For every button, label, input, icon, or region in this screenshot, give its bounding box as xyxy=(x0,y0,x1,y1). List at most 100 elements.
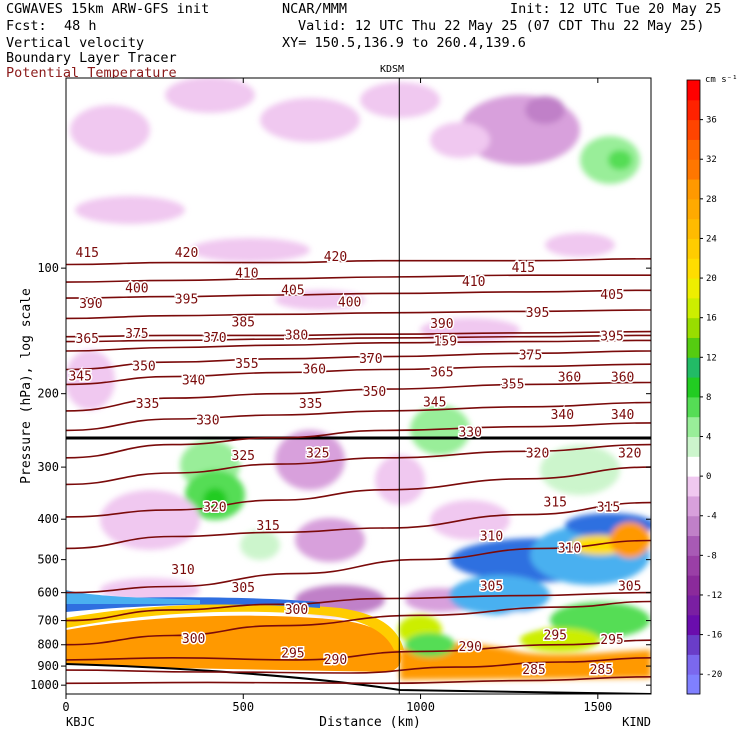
plot-frame xyxy=(65,77,652,695)
colorbar-swatch xyxy=(687,495,700,517)
field-boundary-layer-tracer: Boundary Layer Tracer xyxy=(6,50,177,66)
colorbar-swatch xyxy=(687,337,700,358)
theta-contour-295 xyxy=(66,639,651,661)
contour-label: 395 xyxy=(600,330,623,345)
x-tick-label: 0 xyxy=(62,700,69,714)
colorbar-tick-label: 12 xyxy=(706,353,717,363)
theta-contour-410 xyxy=(66,274,651,283)
colorbar-tick-label: 36 xyxy=(706,116,717,126)
colorbar-tick-label: 28 xyxy=(706,195,717,205)
contour-label: 315 xyxy=(544,496,567,511)
contour-label: 415 xyxy=(512,261,535,276)
contour-label: 335 xyxy=(136,397,159,412)
shaded-field xyxy=(66,78,640,615)
colorbar-swatch xyxy=(687,515,700,537)
y-tick-label: 700 xyxy=(37,614,59,628)
contour-label: 310 xyxy=(171,563,194,578)
colorbar-swatch xyxy=(687,99,700,121)
contour-label: 285 xyxy=(522,663,545,678)
theta-contour-390 xyxy=(66,309,651,320)
contour-label: 365 xyxy=(76,332,99,347)
colorbar: -20 -16 -12 -8 -4 0 4 8 12 16 20 24 28 32 36 xyxy=(686,79,722,695)
theta-contour-290 xyxy=(66,657,651,674)
contour-label: 390 xyxy=(430,317,453,332)
init-time: Init: 12 UTC Tue 20 May 25 xyxy=(510,1,722,17)
colorbar-swatch xyxy=(687,535,700,556)
bl-tracer-yellow xyxy=(66,603,404,650)
contour-label: 350 xyxy=(363,385,386,400)
colorbar-tick-label: 24 xyxy=(706,234,717,244)
valid-time: Valid: 12 UTC Thu 22 May 25 (07 CDT Thu … xyxy=(298,18,705,34)
y-tick-label: 1000 xyxy=(30,678,59,692)
colorbar-swatch xyxy=(687,674,700,695)
contour-label: 395 xyxy=(175,293,198,308)
colorbar-tick-label: -12 xyxy=(706,591,722,601)
contour-label: 310 xyxy=(558,541,581,556)
y-tick-label: 100 xyxy=(37,261,59,275)
colorbar-tick-label: 8 xyxy=(706,393,711,403)
colorbar-tick-label: 16 xyxy=(706,314,717,324)
colorbar-tick-label: -16 xyxy=(706,631,722,641)
contour-label: 350 xyxy=(132,359,155,374)
contour-label: 295 xyxy=(544,628,567,643)
bl-tracer-east xyxy=(398,513,651,680)
colorbar-swatch xyxy=(687,416,700,438)
theta-contour-340 xyxy=(66,381,651,412)
contour-label: 300 xyxy=(182,632,205,647)
terrain-line xyxy=(66,663,651,694)
contour-label: 325 xyxy=(306,446,329,461)
x-axis: 0 500 1000 1500 xyxy=(62,78,612,714)
contour-label: 340 xyxy=(182,374,205,389)
contour-label: 320 xyxy=(203,501,226,516)
y-tick-label: 300 xyxy=(37,460,59,474)
model-title: CGWAVES 15km ARW-GFS init xyxy=(6,1,210,17)
contour-label: 340 xyxy=(611,408,634,423)
contour-label: 325 xyxy=(232,449,255,464)
cross-section-endpoints: XY= 150.5,136.9 to 260.4,139.6 xyxy=(282,35,526,51)
colorbar-swatch xyxy=(687,139,700,160)
colorbar-swatch xyxy=(687,396,700,418)
colorbar-swatch xyxy=(687,119,700,140)
contour-label: 330 xyxy=(196,414,219,429)
colorbar-swatch xyxy=(687,555,700,576)
colorbar-swatch xyxy=(687,634,700,655)
contour-label: 320 xyxy=(618,446,641,461)
x-axis-label: Distance (km) xyxy=(319,715,421,730)
contour-label: 420 xyxy=(324,250,347,265)
theta-contour-335 xyxy=(66,401,651,432)
bl-tracer-lightblue-left xyxy=(66,590,200,604)
contour-label: 420 xyxy=(175,246,198,261)
y-tick-label: 800 xyxy=(37,638,59,652)
contour-label: 305 xyxy=(618,580,641,595)
theta-contour-315 xyxy=(66,501,651,550)
colorbar-tick-label: 4 xyxy=(706,433,711,443)
colorbar-tick-label: -4 xyxy=(706,512,717,522)
contour-label: 340 xyxy=(551,408,574,423)
colorbar-swatch xyxy=(687,297,700,319)
theta-contour-320 xyxy=(66,466,651,518)
bl-tracer-orange xyxy=(66,615,402,672)
colorbar-swatch xyxy=(687,436,700,457)
contour-label: 365 xyxy=(430,366,453,381)
x-tick-label: 1000 xyxy=(406,700,435,714)
theta-contours xyxy=(66,258,651,685)
contour-label: 315 xyxy=(256,519,279,534)
y-axis-label: Pressure (hPa), log scale xyxy=(19,288,34,484)
contour-label: 375 xyxy=(519,349,542,364)
contour-label: 360 xyxy=(611,371,634,386)
colorbar-swatch xyxy=(687,159,700,180)
y-tick-label: 900 xyxy=(37,659,59,673)
colorbar-tick-label: 32 xyxy=(706,155,717,165)
contour-label: 395 xyxy=(600,330,623,345)
plot-area: 415 420 420 415 400 410 405 410 405 390 395 400 395 3… xyxy=(66,78,651,694)
contour-label: 400 xyxy=(125,282,148,297)
contour-label: 370 xyxy=(359,352,382,367)
theta-contour-370 xyxy=(66,334,651,343)
theta-contour-350 xyxy=(66,350,651,371)
contour-label: 405 xyxy=(281,283,304,298)
contour-label: 290 xyxy=(324,653,347,668)
colorbar-swatch xyxy=(687,198,700,220)
theta-contour-360 xyxy=(66,339,651,352)
colorbar-swatch xyxy=(687,654,700,675)
